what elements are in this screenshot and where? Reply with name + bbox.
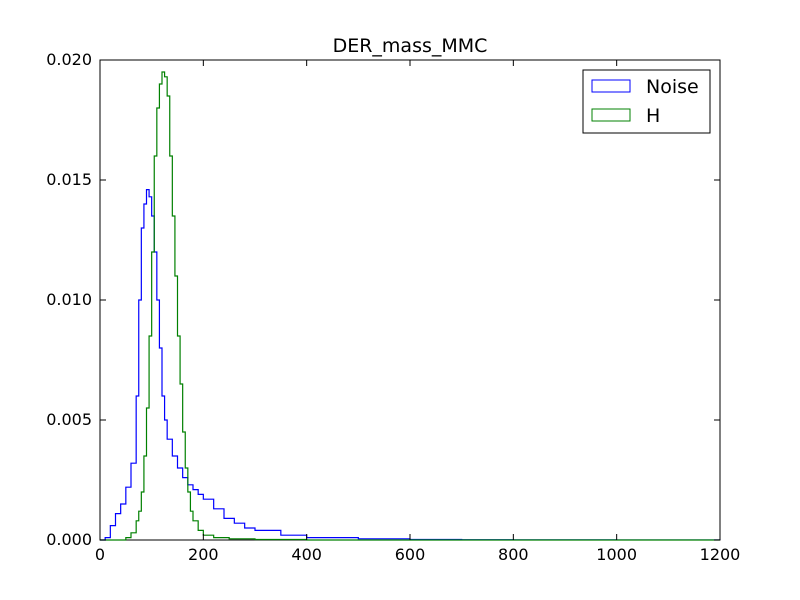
x-tick-label: 1200 — [700, 545, 741, 564]
legend: Noise H — [582, 69, 711, 134]
ticks-layer: 0 200 400 600 800 1000 1200 0.000 0.005 0.010 0.01… — [46, 50, 740, 564]
legend-swatch-h — [591, 108, 631, 122]
chart-title: DER_mass_MMC — [333, 35, 488, 57]
legend-label-h: H — [646, 105, 660, 127]
x-tick-label: 600 — [395, 545, 426, 564]
y-tick-label: 0.015 — [46, 170, 92, 189]
series-line-h — [100, 71, 720, 541]
x-tick-label: 0 — [95, 545, 105, 564]
legend-label-noise: Noise — [646, 76, 699, 98]
plot-frame — [99, 59, 721, 541]
y-tick-label: 0.005 — [46, 410, 92, 429]
x-tick-label: 1000 — [596, 545, 637, 564]
y-tick-label: 0.000 — [46, 530, 92, 549]
legend-swatch-noise — [591, 79, 631, 93]
y-tick-label: 0.020 — [46, 50, 92, 69]
y-tick-label: 0.010 — [46, 290, 92, 309]
x-tick-label: 400 — [291, 545, 322, 564]
x-tick-label: 200 — [188, 545, 219, 564]
x-tick-label: 800 — [498, 545, 529, 564]
